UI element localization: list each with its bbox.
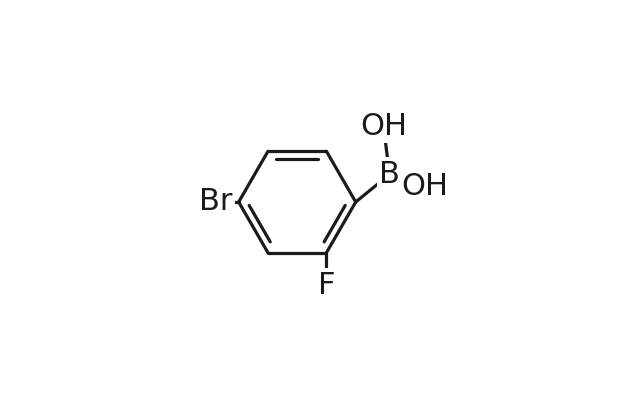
- Text: F: F: [317, 270, 335, 300]
- Text: B: B: [379, 160, 400, 189]
- Text: OH: OH: [360, 112, 407, 141]
- Text: Br: Br: [199, 188, 232, 216]
- Text: OH: OH: [401, 172, 449, 201]
